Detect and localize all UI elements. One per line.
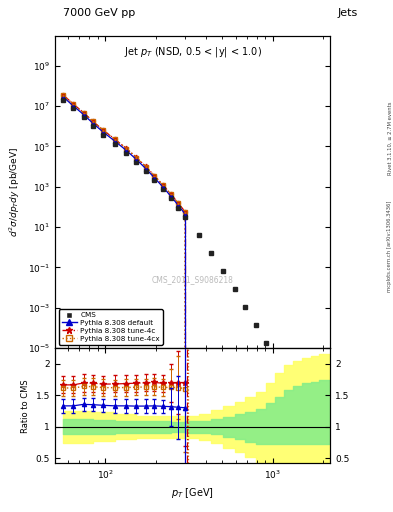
X-axis label: $p_T$ [GeV]: $p_T$ [GeV] <box>171 486 214 500</box>
Text: CMS_2011_S9086218: CMS_2011_S9086218 <box>152 275 233 284</box>
Y-axis label: Ratio to CMS: Ratio to CMS <box>21 379 30 433</box>
Text: Jets: Jets <box>337 8 358 18</box>
Text: Rivet 3.1.10, ≥ 2.7M events: Rivet 3.1.10, ≥ 2.7M events <box>387 101 392 175</box>
Text: Jet $p_T$ (NSD, 0.5 < |y| < 1.0): Jet $p_T$ (NSD, 0.5 < |y| < 1.0) <box>123 45 262 59</box>
Text: 7000 GeV pp: 7000 GeV pp <box>63 8 135 18</box>
Legend: CMS, Pythia 8.308 default, Pythia 8.308 tune-4c, Pythia 8.308 tune-4cx: CMS, Pythia 8.308 default, Pythia 8.308 … <box>59 309 163 345</box>
Y-axis label: $d^2\sigma/dp_Tdy$ [pb/GeV]: $d^2\sigma/dp_Tdy$ [pb/GeV] <box>8 147 22 237</box>
Text: mcplots.cern.ch [arXiv:1306.3436]: mcplots.cern.ch [arXiv:1306.3436] <box>387 200 392 291</box>
